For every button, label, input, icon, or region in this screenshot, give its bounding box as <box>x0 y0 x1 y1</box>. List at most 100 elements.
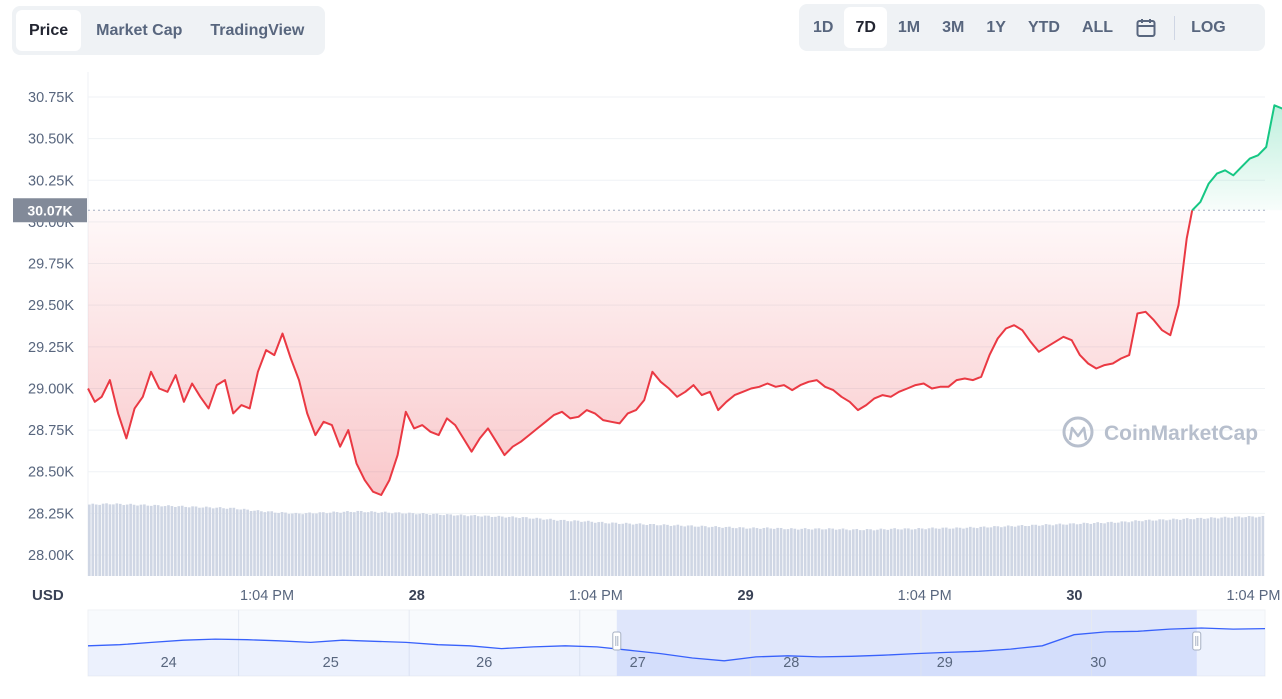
volume-bar <box>1151 520 1155 576</box>
y-tick-label: 29.25K <box>28 340 74 356</box>
volume-bar <box>525 517 528 576</box>
volume-bar <box>342 511 346 576</box>
volume-bar <box>948 528 952 576</box>
tab-market-cap[interactable]: Market Cap <box>96 21 183 39</box>
volume-bar <box>590 521 594 576</box>
volume-bar <box>762 527 766 576</box>
volume-bar <box>404 513 408 576</box>
volume-bar <box>710 526 714 576</box>
volume-bar <box>697 526 700 576</box>
volume-bar <box>1130 521 1134 576</box>
calendar-button[interactable] <box>1124 7 1168 48</box>
volume-bar <box>470 515 473 576</box>
volume-bar <box>1161 519 1165 576</box>
volume-bar <box>886 529 890 576</box>
volume-bar <box>1251 516 1254 576</box>
volume-bar <box>969 526 972 576</box>
volume-bar <box>211 508 215 576</box>
navigator-date-label: 25 <box>323 655 339 671</box>
volume-bar <box>638 523 642 576</box>
tab-tradingview[interactable]: TradingView <box>210 21 305 39</box>
volume-bar <box>263 512 267 576</box>
volume-bar <box>1000 527 1003 576</box>
volume-bar <box>1206 518 1210 576</box>
volume-bar <box>893 528 896 576</box>
tab-price[interactable]: Price <box>16 10 82 51</box>
volume-bar <box>1189 519 1192 576</box>
volume-bar <box>1230 517 1234 576</box>
volume-bar <box>735 528 738 576</box>
volume-bar <box>463 515 466 576</box>
y-axis: 28.00K 28.25K 28.50K 28.75K 29.00K 29.25K 29.5… <box>28 90 74 564</box>
volume-bar <box>270 511 274 576</box>
volume-bar <box>628 523 631 576</box>
volume-bar <box>122 505 126 576</box>
volume-bar <box>1065 524 1069 576</box>
volume-bar <box>1072 523 1075 576</box>
volume-bar <box>1172 518 1175 576</box>
volume-bar <box>1006 525 1010 576</box>
volume-bar <box>1010 526 1013 576</box>
volume-bar <box>1120 521 1124 576</box>
range-1d[interactable]: 1D <box>813 18 834 36</box>
volume-bar <box>149 505 153 576</box>
log-scale-toggle[interactable]: LOG <box>1191 18 1226 36</box>
volume-bar <box>1234 516 1237 576</box>
volume-bar <box>163 506 167 576</box>
range-3m[interactable]: 3M <box>942 18 965 36</box>
volume-bar <box>315 513 318 576</box>
volume-bar <box>965 527 969 576</box>
volume-bar <box>1127 522 1130 576</box>
volume-bar <box>1192 519 1196 576</box>
volume-bar <box>390 513 394 576</box>
volume-bar <box>889 528 893 576</box>
volume-bar <box>907 528 910 576</box>
navigator-date-label: 29 <box>937 655 953 671</box>
volume-bar <box>834 529 838 576</box>
range-ytd[interactable]: YTD <box>1027 18 1060 36</box>
range-7d[interactable]: 7D <box>844 7 887 48</box>
volume-bar <box>1048 524 1051 576</box>
volume-bars <box>88 503 1265 576</box>
volume-bar <box>662 524 666 576</box>
volume-bar <box>955 527 958 576</box>
volume-bar <box>435 513 439 576</box>
volume-bar <box>432 513 435 576</box>
navigator-handle[interactable] <box>612 631 622 651</box>
volume-bar <box>494 516 497 576</box>
volume-bar <box>118 503 122 576</box>
volume-bar <box>370 511 373 576</box>
volume-bar <box>900 529 903 576</box>
navigator[interactable]: 24 25 26 27 28 29 30 <box>87 609 1266 677</box>
volume-bar <box>659 525 662 576</box>
volume-bar <box>98 504 101 576</box>
volume-bar <box>1178 519 1182 576</box>
volume-bar <box>476 516 480 576</box>
volume-bar <box>322 512 325 576</box>
volume-bar <box>910 529 914 576</box>
range-1m[interactable]: 1M <box>897 18 921 36</box>
volume-bar <box>841 528 845 576</box>
volume-bar <box>986 527 989 576</box>
range-1y[interactable]: 1Y <box>986 18 1006 36</box>
volume-bar <box>580 521 583 576</box>
volume-bar <box>593 522 597 576</box>
volume-bar <box>700 525 704 576</box>
range-all[interactable]: ALL <box>1081 18 1114 36</box>
volume-bar <box>1024 526 1027 576</box>
volume-bar <box>752 527 755 576</box>
volume-bar <box>721 527 724 576</box>
volume-bar <box>848 530 852 576</box>
volume-bar <box>483 515 487 576</box>
volume-bar <box>931 527 934 576</box>
volume-bar <box>862 530 865 576</box>
volume-bar <box>896 529 900 576</box>
volume-bar <box>287 513 291 576</box>
volume-bar <box>1165 520 1168 576</box>
volume-bar <box>903 528 907 576</box>
volume-bar <box>707 527 711 576</box>
navigator-handle[interactable] <box>1192 631 1202 651</box>
volume-bar <box>1030 524 1034 576</box>
volume-bar <box>160 506 163 576</box>
volume-bar <box>1203 518 1206 576</box>
